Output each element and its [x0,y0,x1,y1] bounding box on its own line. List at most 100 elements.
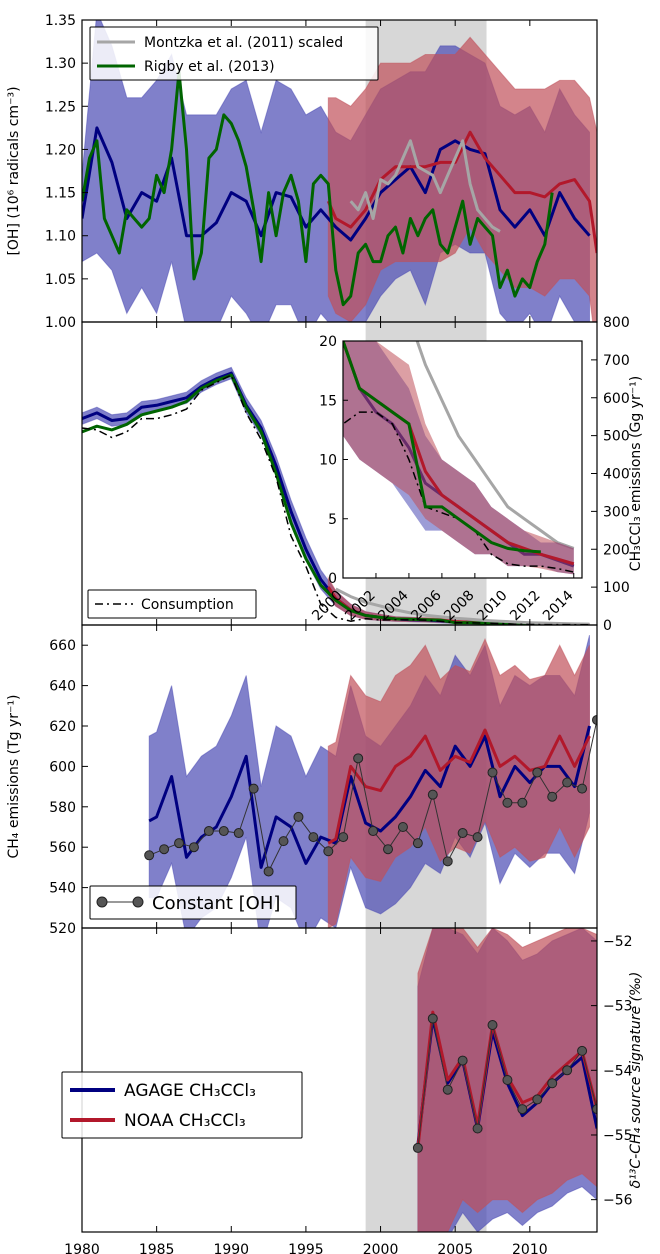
d13c-panel-marker-point [457,1055,468,1066]
ch4-emissions-panel-marker-point [144,850,155,861]
ch3ccl3-emissions-panel-ytick-label: 100 [603,580,630,596]
ch3ccl3-emissions-panel-ytick-label: 400 [603,467,630,483]
oh-panel-ytick-label: 1.10 [45,229,76,245]
legend-label-consumption: Consumption [141,597,234,613]
inset-ytick-label: 0 [328,571,337,587]
oh-panel-band-noaa [327,36,597,322]
oh-panel-ytick-label: 1.30 [45,56,76,72]
x-tick-label: 2005 [437,1242,473,1254]
inset-xtick-label: 2012 [507,588,544,625]
ch4-emissions-panel-ytick-label: 600 [49,759,76,775]
d13c-panel-ytick-label: −54 [603,1063,633,1079]
d13c-panel-marker-point [517,1104,528,1115]
ch4-emissions-panel-marker-point [338,832,349,843]
ch3ccl3-emissions-panel-ytick-label: 500 [603,429,630,445]
ch3ccl3-emissions-panel-ytick-label: 0 [603,618,612,634]
inset-line-rigby [343,341,541,554]
legend-label-montzka: Montzka et al. (2011) scaled [144,35,343,51]
ch4-emissions-panel-marker-point [547,791,558,802]
oh-panel-ytick-label: 1.35 [45,13,76,29]
d13c-panel-marker-point [412,1142,423,1153]
ch4-emissions-panel-marker-point [487,767,498,778]
ch3ccl3-emissions-panel-ytick-label: 700 [603,353,630,369]
d13c-panel-marker-point [562,1065,573,1076]
inset-ytick-label: 20 [319,334,337,350]
legend-label-rigby: Rigby et al. (2013) [144,59,275,75]
ch3ccl3-emissions-panel-ytick-label: 300 [603,504,630,520]
ch4-emissions-panel-ytick-label: 560 [49,840,76,856]
ch4-emissions-panel-marker-point [353,753,364,764]
ch4-emissions-panel-ytick-label: 640 [49,679,76,695]
oh-panel-ylabel: [OH] (10⁶ radicals cm⁻³) [6,86,22,255]
ch4-emissions-panel-marker-point [218,826,229,837]
d13c-panel-marker-point [592,1104,597,1115]
ch4-emissions-panel-marker-point [233,828,244,839]
inset-ytick-label: 10 [319,453,337,469]
d13c-panel-marker-point [547,1078,558,1089]
inset-ytick-label: 15 [319,393,337,409]
ch4-emissions-panel-ylabel: CH₄ emissions (Tg yr⁻¹) [6,694,22,858]
ch4-emissions-panel-ytick-label: 660 [49,638,76,654]
x-tick-label: 1980 [64,1242,100,1254]
inset-ytick-label: 5 [328,512,337,528]
ch4-emissions-panel-marker-point [472,832,483,843]
oh-legend-box [89,26,379,81]
inset-band-noaa [343,341,574,575]
ch4-emissions-panel-marker-point [263,866,274,877]
ch4-emissions-panel-marker-point [383,844,394,855]
x-tick-label: 1990 [213,1242,249,1254]
d13c-panel-marker-point [532,1094,543,1105]
ch4-emissions-panel-marker-point [427,789,438,800]
ch3ccl3-emissions-panel-ytick-label: 600 [603,391,630,407]
ch4-emissions-panel-marker-point [174,838,185,849]
x-tick-label: 1985 [139,1242,175,1254]
d13c-panel-marker-point [502,1075,513,1085]
legend-label-constant-oh: Constant [OH] [152,893,280,914]
ch3ccl3-emissions-panel-line-montzka [335,587,590,625]
ch4-emissions-panel-marker-point [592,714,597,725]
x-tick-label: 2000 [363,1242,399,1254]
ch4-emissions-panel-marker-point [188,842,199,853]
ch4-emissions-panel-marker-point [308,832,319,843]
axes-layer [81,19,598,1233]
legend-swatch-constant-oh-marker [96,896,108,908]
ch4-emissions-panel-marker-point [502,797,513,808]
ch4-emissions-panel-marker-point [517,797,528,808]
legend-swatch-constant-oh-marker [132,896,144,908]
legend-label-noaa: NOAA CH₃CCl₃ [124,1111,246,1131]
oh-panel-ytick-label: 1.15 [45,186,76,202]
ch3ccl3-emissions-panel-ylabel: CH₃CCl₃ emissions (Gg yr⁻¹) [628,376,644,571]
ch4-emissions-panel-marker-point [278,836,289,847]
ch4-emissions-panel-marker-point [203,826,214,837]
ch3ccl3-emissions-panel-line-consumption [82,374,590,625]
ch4-emissions-panel-line-agage [148,725,591,869]
d13c-panel-marker-point [577,1045,588,1056]
ch4-emissions-panel-marker-point [562,777,573,788]
ch3ccl3-emissions-panel-ytick-label: 200 [603,542,630,558]
ch4-emissions-panel-marker-point [577,783,588,794]
ch4-emissions-panel-marker-point [323,846,334,857]
ch4-emissions-panel-marker-point [457,828,468,839]
oh-panel-ytick-label: 1.00 [45,315,76,331]
inset-line-montzka [415,341,575,550]
d13c-panel-ytick-label: −53 [603,999,633,1015]
ch4-emissions-panel-ytick-label: 520 [49,921,76,937]
ch4-emissions-panel-ytick-label: 540 [49,881,76,897]
ch4-emissions-panel-ytick-label: 620 [49,719,76,735]
oh-panel-line-montzka [349,139,501,233]
ch4-emissions-panel-marker-point [248,783,259,794]
legends-layer: Montzka et al. (2011) scaled Rigby et al.… [61,26,379,1139]
ch4-emissions-panel-marker-point [159,844,170,855]
constant-oh-legend-box [89,885,297,920]
consumption-legend-box [87,589,257,619]
x-tick-label: 2010 [512,1242,548,1254]
d13c-panel-ytick-label: −56 [603,1193,633,1209]
ch4-emissions-panel-ytick-label: 580 [49,800,76,816]
d13c-panel-ytick-label: −52 [603,934,633,950]
ch3ccl3-emissions-panel-ytick-label: 800 [603,315,630,331]
ch4-emissions-panel-marker-point [412,838,423,849]
d13c-panel-marker-point [427,1013,438,1024]
inset-xtick-label: 2014 [540,587,577,624]
ch4-emissions-panel-marker-point [532,767,543,778]
